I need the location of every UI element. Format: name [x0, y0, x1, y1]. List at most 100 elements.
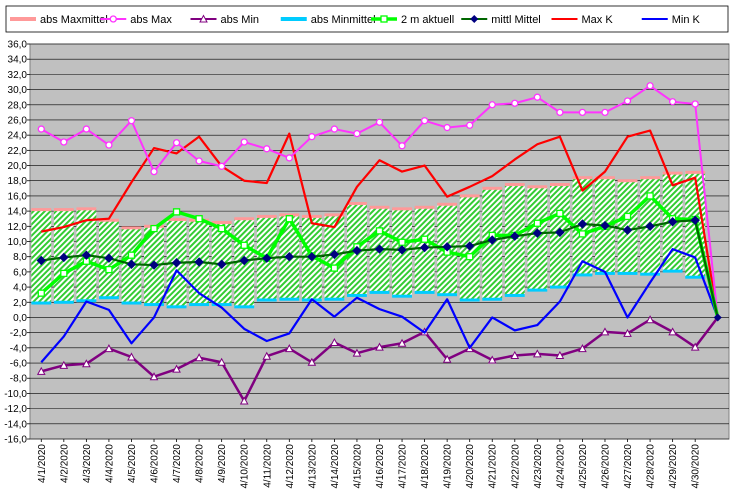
y-tick-label: 26,0: [8, 115, 28, 126]
legend-marker: [470, 15, 479, 23]
y-tick-label: 0,0: [13, 313, 27, 324]
maxmittel-cap: [31, 208, 52, 212]
abs-max-point: [240, 138, 248, 146]
abs-min-point: [690, 342, 700, 351]
maxmittel-cap: [617, 179, 638, 183]
abs-min-point: [397, 338, 407, 347]
legend-item: abs Min: [190, 14, 259, 26]
legend-label: Max K: [582, 14, 614, 26]
abs-min-point: [555, 350, 565, 359]
abs-min-point: [284, 344, 294, 353]
minmittel-cap: [414, 290, 435, 294]
2m-aktuell-point: [623, 212, 632, 221]
minmittel-cap: [211, 303, 232, 307]
mittl-mittel-point: [419, 242, 430, 253]
legend-marker: [109, 15, 117, 23]
2m-aktuell-point: [285, 215, 293, 223]
x-tick-label: 4/10/2020: [240, 444, 251, 489]
abs-max-point: [195, 157, 203, 165]
y-tick-label: 2,0: [13, 298, 27, 309]
abs-max-point: [375, 118, 384, 126]
x-tick-label: 4/17/2020: [398, 444, 409, 489]
2m-aktuell-point: [556, 209, 564, 218]
abs-min-point: [82, 359, 91, 368]
2m-aktuell-point: [375, 227, 384, 235]
y-tick-label: 24,0: [8, 131, 28, 142]
x-tick-label: 4/8/2020: [195, 444, 206, 483]
abs-min-point: [600, 327, 610, 336]
minmittel-cap: [256, 298, 277, 302]
mittl-mittel-point: [397, 245, 407, 255]
x-tick-label: 4/29/2020: [668, 444, 679, 489]
abs-min-point: [149, 372, 159, 381]
2m-aktuell-point: [60, 269, 68, 278]
2m-aktuell-point: [218, 224, 226, 233]
abs-min-point: [104, 344, 114, 353]
2m-aktuell-point: [420, 235, 429, 243]
abs-min-point: [36, 366, 46, 375]
abs-min-point: [487, 355, 497, 364]
minmittel-cap: [572, 273, 593, 277]
minmittel-cap: [53, 300, 74, 304]
maxmittel-cap: [685, 170, 706, 174]
2m-aktuell-point: [466, 253, 474, 261]
abs-min-point: [533, 349, 542, 358]
mittl-mittel-point: [464, 241, 475, 251]
minmittel-cap: [234, 305, 255, 309]
abs-max-point: [533, 93, 541, 101]
minmittel-cap: [279, 297, 300, 301]
abs-min-point: [59, 360, 69, 369]
minmittel-cap: [166, 305, 187, 309]
abs-max-point: [691, 100, 699, 108]
abs-min-point: [510, 350, 520, 359]
2m-aktuell-point: [105, 265, 113, 274]
x-tick-label: 4/15/2020: [352, 444, 363, 489]
mittl-mittel-point: [239, 255, 249, 266]
legend-item: Min K: [641, 14, 701, 26]
abs-min-point: [239, 396, 249, 405]
abs-max-point: [601, 108, 609, 117]
abs-max-point: [150, 167, 158, 176]
abs-min-point: [623, 328, 632, 337]
y-tick-label: -2,0: [10, 328, 28, 339]
abs-max-point: [353, 129, 361, 138]
minmittel-cap: [685, 275, 706, 279]
mittl-mittel-point: [667, 217, 678, 227]
x-tick-label: 4/22/2020: [510, 444, 521, 489]
y-tick-label: 36,0: [8, 40, 28, 51]
abs-min-point: [668, 327, 677, 336]
y-tick-label: -6,0: [10, 359, 28, 370]
x-tick-label: 4/6/2020: [150, 444, 161, 483]
abs-max-point: [623, 97, 632, 105]
abs-min-point: [442, 354, 452, 363]
mittl-mittel-point: [600, 220, 610, 231]
abs-max-point: [218, 162, 226, 170]
abs-max-point: [668, 98, 677, 106]
minmittel-cap: [437, 293, 458, 297]
minmittel-cap: [504, 293, 525, 297]
minmittel-cap: [527, 288, 548, 292]
x-tick-label: 4/20/2020: [465, 444, 476, 489]
abs-max-point: [511, 99, 519, 107]
x-tick-label: 4/2/2020: [59, 444, 70, 483]
max-k-line: [41, 129, 719, 318]
minmittel-cap: [392, 294, 412, 298]
y-tick-label: 12,0: [8, 222, 28, 233]
mittl-mittel-point: [284, 251, 295, 262]
maxmittel-cap: [76, 207, 97, 211]
minmittel-cap: [189, 303, 210, 307]
abs-min-point: [645, 315, 655, 324]
maxmittel-cap: [392, 207, 412, 211]
maxmittel-cap: [527, 185, 548, 189]
minmittel-cap: [31, 301, 52, 305]
legend-label: abs Minmittel: [311, 14, 376, 26]
maxmittel-cap: [459, 194, 480, 198]
abs-max-point: [398, 142, 406, 150]
x-tick-label: 4/30/2020: [691, 444, 702, 489]
maxmittel-cap: [504, 183, 525, 187]
y-tick-label: 4,0: [13, 283, 27, 294]
abs-max-point: [37, 125, 45, 133]
mittl-mittel-point: [171, 258, 182, 268]
minmittel-cap: [662, 269, 683, 273]
